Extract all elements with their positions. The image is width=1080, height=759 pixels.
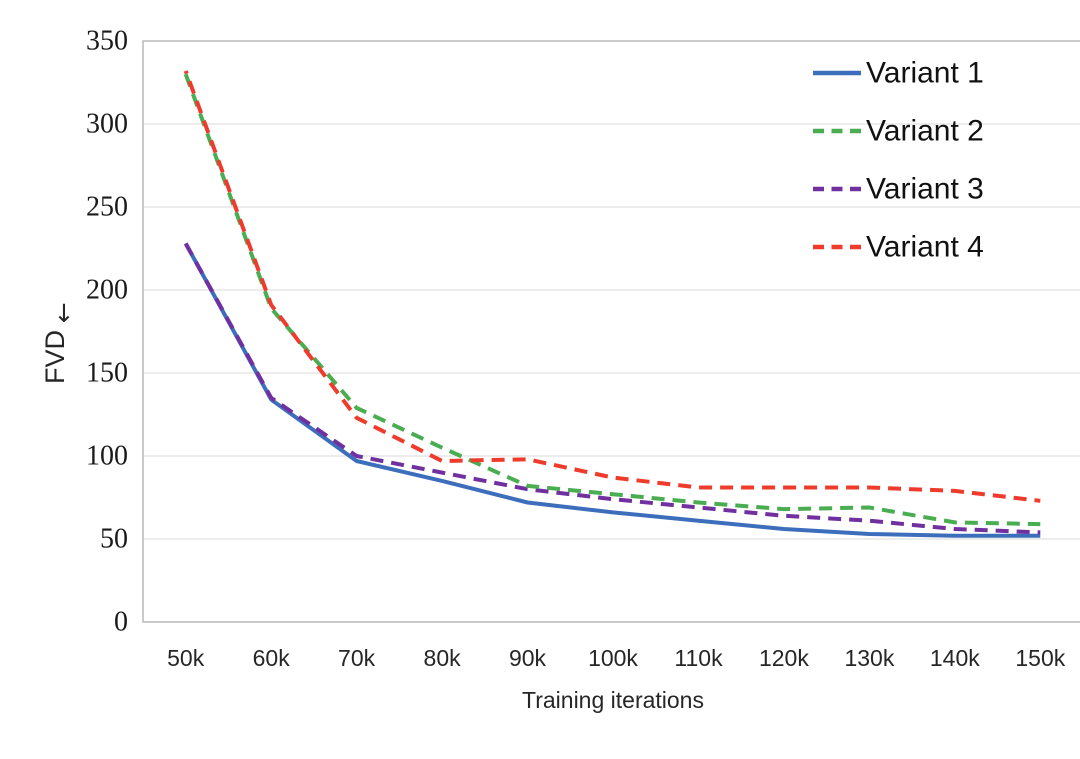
- y-tick-label: 350: [86, 26, 128, 57]
- x-tick-label: 60k: [253, 645, 291, 671]
- chart-canvas: 0 50 100 150 200 250 300 350 50k 60k 70k 80k 90k 100…: [40, 26, 1080, 713]
- x-tick-label: 120k: [759, 645, 809, 671]
- x-tick-label: 90k: [509, 645, 547, 671]
- x-tick-label: 140k: [930, 645, 980, 671]
- legend-item-variant-2: Variant 2: [813, 115, 984, 148]
- x-axis-title: Training iterations: [522, 687, 704, 713]
- legend-label-variant-4: Variant 4: [866, 231, 984, 264]
- y-tick-label: 200: [86, 275, 128, 306]
- legend-item-variant-4: Variant 4: [813, 231, 984, 264]
- x-tick-label: 100k: [588, 645, 638, 671]
- y-axis-tick-labels: 0 50 100 150 200 250 300 350: [86, 26, 128, 638]
- series-line-variant-2: [183, 73, 1041, 527]
- series-line-variant-1: [183, 242, 1041, 538]
- y-tick-label: 50: [100, 524, 128, 555]
- y-tick-label: 0: [114, 607, 128, 638]
- legend-label-variant-1: Variant 1: [866, 57, 984, 90]
- x-tick-label: 50k: [167, 645, 205, 671]
- y-tick-label: 300: [86, 109, 128, 140]
- y-tick-label: 250: [86, 192, 128, 223]
- series-lines: [183, 70, 1041, 538]
- legend-item-variant-1: Variant 1: [813, 57, 984, 90]
- x-tick-label: 150k: [1015, 645, 1065, 671]
- y-axis-title-text: FVD: [40, 330, 70, 384]
- x-tick-label: 110k: [674, 645, 723, 671]
- legend: Variant 1 Variant 2 Variant 3 Variant 4: [813, 57, 984, 264]
- series-line-variant-3: [183, 242, 1041, 535]
- fvd-line-chart: 0 50 100 150 200 250 300 350 50k 60k 70k 80k 90k 100…: [40, 16, 1080, 743]
- legend-label-variant-3: Variant 3: [866, 173, 984, 206]
- plot-border: [142, 40, 1080, 623]
- series-line-variant-4: [183, 70, 1041, 503]
- down-arrow-icon: ↓: [54, 299, 75, 328]
- y-axis-title: FVD ↓: [40, 299, 74, 384]
- y-tick-label: 100: [86, 441, 128, 472]
- legend-label-variant-2: Variant 2: [866, 115, 984, 148]
- x-axis-tick-labels: 50k 60k 70k 80k 90k 100k 110k 120k 130k 140k 150k: [167, 645, 1066, 671]
- x-tick-label: 130k: [844, 645, 894, 671]
- x-tick-label: 70k: [338, 645, 376, 671]
- gridlines: [142, 40, 1080, 623]
- legend-item-variant-3: Variant 3: [813, 173, 984, 206]
- y-tick-label: 150: [86, 358, 128, 389]
- x-tick-label: 80k: [424, 645, 462, 671]
